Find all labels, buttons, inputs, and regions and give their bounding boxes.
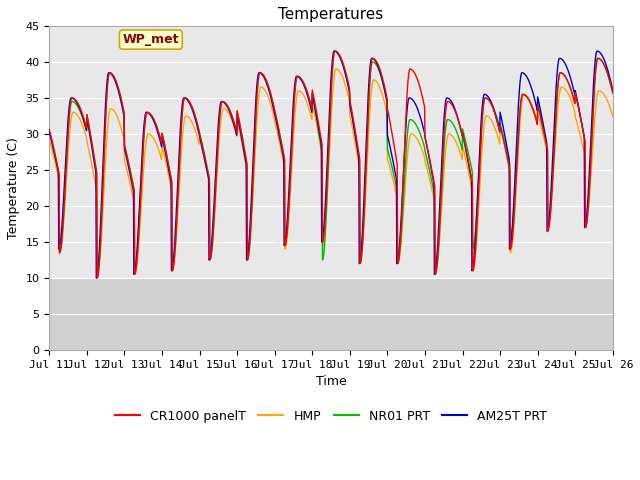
- Legend: CR1000 panelT, HMP, NR01 PRT, AM25T PRT: CR1000 panelT, HMP, NR01 PRT, AM25T PRT: [110, 405, 552, 428]
- Y-axis label: Temperature (C): Temperature (C): [7, 137, 20, 239]
- Title: Temperatures: Temperatures: [278, 7, 384, 22]
- X-axis label: Time: Time: [316, 375, 346, 388]
- Text: WP_met: WP_met: [123, 33, 179, 46]
- Bar: [49, 278, 613, 350]
